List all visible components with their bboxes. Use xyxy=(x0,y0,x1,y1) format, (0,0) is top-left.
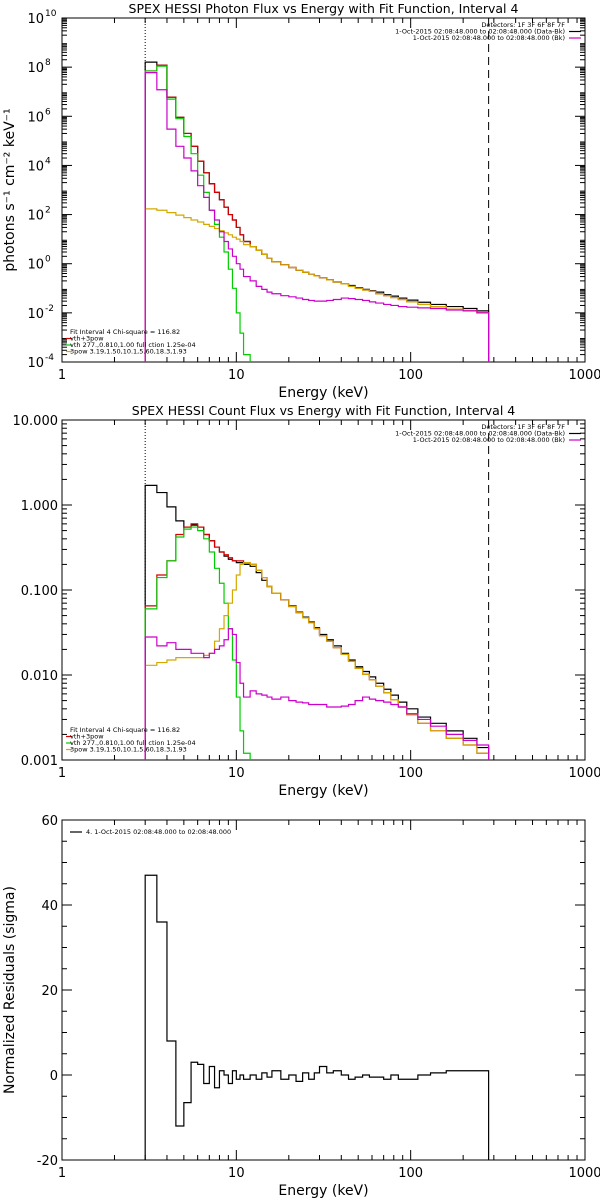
series-line-vth xyxy=(144,526,251,760)
x-tick-label: 100 xyxy=(398,1166,423,1181)
legend-right-entry: Detectors: 1F 3F 6F 8F 7F xyxy=(481,423,565,431)
x-axis-label: Energy (keV) xyxy=(278,783,368,799)
y-tick-label: 10 xyxy=(27,61,44,76)
y-tick-label: 10 xyxy=(27,159,44,174)
y-tick-label: 0.001 xyxy=(21,754,58,769)
x-tick-label: 1 xyxy=(58,1166,66,1181)
legend-left-entry: 4. 1-Oct-2015 02:08:48.000 to 02:08:48.0… xyxy=(86,828,231,836)
y-tick-label: 10 xyxy=(27,110,44,125)
y-tick-exponent: 4 xyxy=(45,156,51,166)
y-tick-exponent: -4 xyxy=(45,353,54,363)
y-tick-exponent: 6 xyxy=(45,107,51,117)
y-axis-label: photons s⁻¹ cm⁻² keV⁻¹ xyxy=(2,108,18,271)
residuals-panel: 1 10 100 1000 Energy (keV) -20 0 20 40 60 Normaliz… xyxy=(2,814,600,1199)
photon-flux-panel: SPEX HESSI Photon Flux vs Energy with Fi… xyxy=(2,1,600,401)
y-tick-exponent: 10 xyxy=(45,9,57,19)
series-line-3pow xyxy=(144,562,490,760)
series-line-vth xyxy=(144,65,251,362)
legend-left-entry: vth 277.,0.810,1.00 full ction 1.25e-04 xyxy=(70,341,196,349)
legend-left-entry: Fit Interval 4 Chi-square = 116.82 xyxy=(70,726,180,734)
y-tick-label: 0 xyxy=(50,1069,58,1084)
legend-right-entry: 1-Oct-2015 02:08:48.000 to 02:08:48.000 … xyxy=(395,28,565,36)
plot-frame xyxy=(61,419,586,761)
series-group xyxy=(144,874,490,1160)
legend-right-entry: 1-Oct-2015 02:08:48.000 to 02:08:48.000 … xyxy=(413,436,565,444)
chart-title: SPEX HESSI Count Flux vs Energy with Fit… xyxy=(132,403,515,418)
x-tick-label: 10 xyxy=(228,368,245,383)
series-line-vth-3pow xyxy=(144,64,490,362)
y-tick-label: -20 xyxy=(37,1154,58,1169)
series-line-data-bk xyxy=(144,61,490,362)
series-line-bk xyxy=(144,71,490,362)
legend-left-entry: 3pow 3.19,1.50,10.1,5.60,18.3,1.93 xyxy=(70,348,187,356)
x-tick-label: 100 xyxy=(398,766,423,781)
y-tick-label: 0.010 xyxy=(21,669,58,684)
chart-title: SPEX HESSI Photon Flux vs Energy with Fi… xyxy=(129,1,519,16)
x-tick-label: 1000 xyxy=(568,1166,600,1181)
y-tick-label: 60 xyxy=(41,814,58,829)
y-tick-label: 40 xyxy=(41,899,58,914)
x-tick-label: 10 xyxy=(228,766,245,781)
plot-frame xyxy=(61,819,586,1161)
x-axis-label: Energy (keV) xyxy=(278,385,368,401)
y-tick-exponent: 8 xyxy=(45,58,51,68)
series-group xyxy=(144,484,490,760)
x-tick-label: 100 xyxy=(398,368,423,383)
legend-left-entry: 3pow 3.19,1.50,10.1,5.60,18.3,1.93 xyxy=(70,746,187,754)
legend-left-entry: Fit Interval 4 Chi-square = 116.82 xyxy=(70,328,180,336)
count-flux-panel: SPEX HESSI Count Flux vs Energy with Fit… xyxy=(13,403,600,799)
legend-right-entry: Detectors: 1F 3F 6F 8F 7F xyxy=(481,21,565,29)
legend-left-entry: vth+3pow xyxy=(70,733,104,741)
legend-right-entry: 1-Oct-2015 02:08:48.000 to 02:08:48.000 … xyxy=(395,430,565,438)
y-tick-label: 10.000 xyxy=(13,414,59,429)
plot-frame xyxy=(61,17,586,363)
legend-left-entry: vth+3pow xyxy=(70,335,104,343)
y-tick-label: 0.100 xyxy=(21,584,58,599)
x-axis-label: Energy (keV) xyxy=(278,1183,368,1199)
series-line-vth-3pow xyxy=(144,523,490,760)
x-tick-label: 1 xyxy=(58,368,66,383)
x-tick-label: 1 xyxy=(58,766,66,781)
x-tick-label: 1000 xyxy=(568,368,600,383)
y-tick-label: 10 xyxy=(27,258,44,273)
y-tick-label: 1.000 xyxy=(21,499,58,514)
series-line-3pow xyxy=(144,208,490,362)
series-group xyxy=(144,61,490,362)
y-tick-label: 20 xyxy=(41,984,58,999)
y-tick-exponent: -2 xyxy=(45,304,54,314)
x-tick-label: 1000 xyxy=(568,766,600,781)
y-tick-exponent: 0 xyxy=(45,255,51,265)
series-line-bk xyxy=(144,628,490,760)
series-line-4-1-oct-2015-02-08-48-000-to-02-08-48-000 xyxy=(144,874,490,1160)
x-tick-label: 10 xyxy=(228,1166,245,1181)
y-tick-label: 10 xyxy=(27,12,44,27)
y-tick-label: 10 xyxy=(27,209,44,224)
y-tick-label: 10 xyxy=(27,356,44,371)
legend-right-entry: 1-Oct-2015 02:08:48.000 to 02:08:48.000 … xyxy=(413,34,565,42)
y-tick-exponent: 2 xyxy=(45,206,51,216)
y-axis-label: Normalized Residuals (sigma) xyxy=(2,886,18,1094)
y-tick-label: 10 xyxy=(27,307,44,322)
legend-left-entry: vth 277.,0.810,1.00 full ction 1.25e-04 xyxy=(70,739,196,747)
